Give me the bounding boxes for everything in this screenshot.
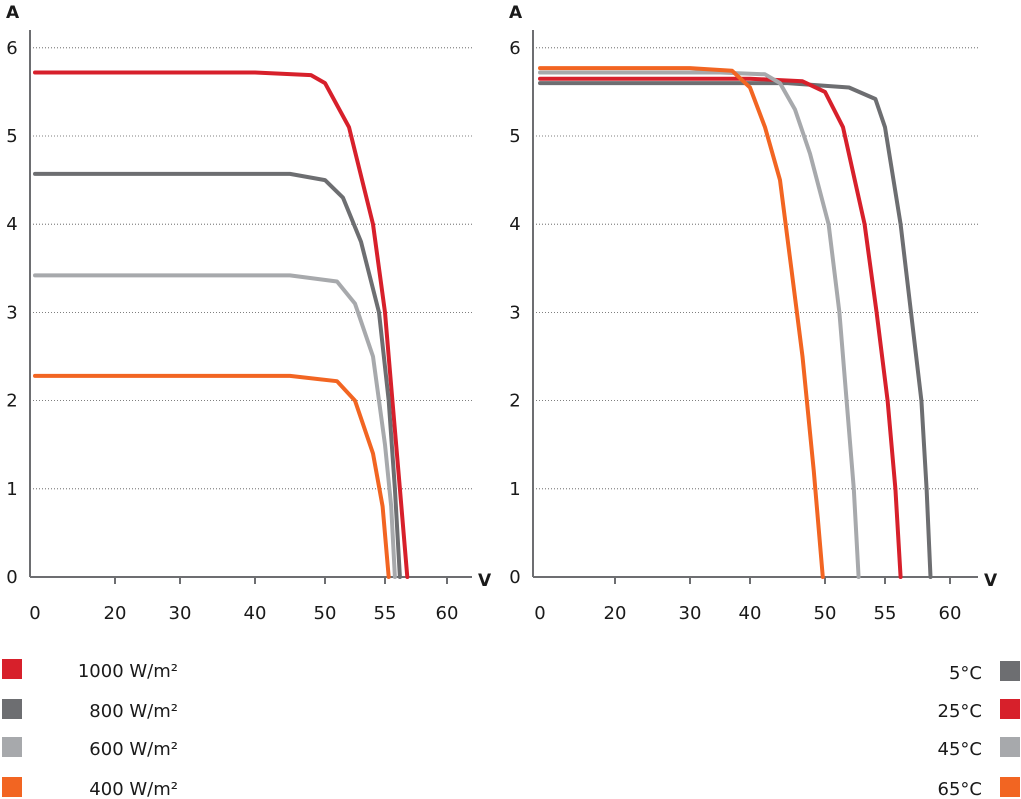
x-axis-label: V [984,571,998,591]
x-tick-label: 40 [244,603,267,624]
y-tick-label: 0 [509,567,520,588]
legend-item: 45°C [938,737,1020,760]
legend-swatch [2,659,22,679]
legend-label: 5°C [949,663,982,684]
legend-label: 65°C [938,779,982,799]
x-tick-label: 60 [436,603,459,624]
legend-item: 800 W/m² [2,699,178,722]
legend-item: 600 W/m² [2,737,178,760]
series-line-2 [538,76,903,579]
legend-item: 65°C [938,777,1020,799]
x-tick-label: 20 [104,603,127,624]
series-line-4 [538,66,825,579]
legend-swatch [1000,737,1020,757]
legend-item: 400 W/m² [2,777,178,799]
legend-swatch [2,699,22,719]
legend-swatch [2,777,22,797]
x-axis-label: V [478,571,492,591]
y-axis-label: A [6,3,20,23]
x-tick-label: 50 [314,603,337,624]
legend-item: 25°C [938,699,1020,722]
x-tick-label: 20 [604,603,627,624]
y-tick-label: 6 [509,38,520,59]
y-tick-label: 5 [509,126,520,147]
legend-swatch [1000,699,1020,719]
legend: 5°C 25°C 45°C 65°C [938,661,1020,799]
legend-swatch [2,737,22,757]
x-tick-label: 50 [814,603,837,624]
x-tick-label: 55 [374,603,397,624]
y-tick-label: 4 [6,214,17,235]
legend-item: 1000 W/m² [2,659,178,682]
legend-label: 800 W/m² [89,701,178,722]
y-tick-label: 1 [6,479,17,500]
legend-label: 600 W/m² [89,739,178,760]
x-tick-label: 30 [169,603,192,624]
y-tick-label: 1 [509,479,520,500]
x-tick-label: 55 [874,603,897,624]
y-tick-label: 2 [509,391,520,412]
y-tick-label: 4 [509,214,520,235]
legend: 1000 W/m² 800 W/m² 600 W/m² 400 W/m² [2,659,178,799]
series-line-1 [538,81,933,579]
y-tick-label: 3 [509,302,520,323]
series-line-3 [33,273,397,579]
x-tick-label: 60 [939,603,962,624]
legend-swatch [1000,661,1020,681]
y-tick-label: 6 [6,38,17,59]
y-tick-label: 2 [6,391,17,412]
legend-item: 5°C [949,661,1020,684]
y-tick-label: 3 [6,302,17,323]
legend-swatch [1000,777,1020,797]
series-line-3 [538,70,861,579]
x-tick-label: 0 [534,603,545,624]
x-tick-label: 0 [29,603,40,624]
y-tick-label: 5 [6,126,17,147]
series-line-4 [33,373,391,579]
legend-label: 45°C [938,739,982,760]
series-line-2 [33,171,402,579]
series-line-1 [33,70,410,579]
y-axis-label: A [509,3,523,23]
x-tick-label: 40 [739,603,762,624]
legend-label: 400 W/m² [89,779,178,799]
legend-label: 25°C [938,701,982,722]
x-tick-label: 30 [679,603,702,624]
legend-label: 1000 W/m² [78,661,178,682]
y-tick-label: 0 [6,567,17,588]
